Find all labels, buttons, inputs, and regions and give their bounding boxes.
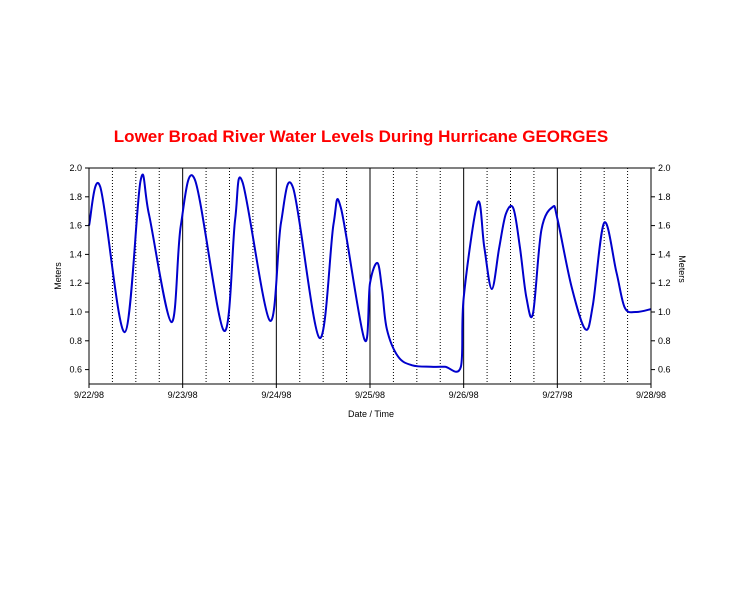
left-y-tick-label: 1.4 (69, 249, 82, 259)
left-y-tick-label: 1.8 (69, 192, 82, 202)
left-y-tick-label: 1.2 (69, 278, 82, 288)
right-y-tick-label: 1.6 (658, 221, 671, 231)
chart-title: Lower Broad River Water Levels During Hu… (114, 127, 608, 146)
right-y-tick-label: 2.0 (658, 163, 671, 173)
y-axis-label-right: Meters (677, 255, 687, 283)
x-tick-label: 9/24/98 (261, 390, 291, 400)
left-y-tick-label: 2.0 (69, 163, 82, 173)
left-y-tick-label: 0.6 (69, 365, 82, 375)
right-y-tick-label: 0.6 (658, 365, 671, 375)
right-y-tick-label: 1.2 (658, 278, 671, 288)
x-tick-label: 9/22/98 (74, 390, 104, 400)
left-y-axis: 0.6 0.8 1.0 1.2 1.4 1.6 1.8 2.0 (69, 163, 89, 375)
right-y-axis: 0.6 0.8 1.0 1.2 1.4 1.6 1.8 2.0 (651, 163, 671, 375)
right-y-tick-label: 1.4 (658, 249, 671, 259)
right-y-tick-label: 0.8 (658, 336, 671, 346)
x-tick-label: 9/25/98 (355, 390, 385, 400)
x-tick-label: 9/26/98 (449, 390, 479, 400)
x-tick-label: 9/27/98 (542, 390, 572, 400)
right-y-tick-label: 1.0 (658, 307, 671, 317)
right-y-tick-label: 1.8 (658, 192, 671, 202)
x-tick-label: 9/23/98 (168, 390, 198, 400)
water-level-line (88, 173, 652, 373)
left-y-tick-label: 0.8 (69, 336, 82, 346)
x-axis-label: Date / Time (348, 409, 394, 419)
y-axis-label-left: Meters (53, 262, 63, 290)
left-y-tick-label: 1.6 (69, 221, 82, 231)
series-layer (88, 173, 652, 373)
left-y-tick-label: 1.0 (69, 307, 82, 317)
grid-lines (111, 168, 629, 384)
x-tick-label: 9/28/98 (636, 390, 666, 400)
x-axis: 9/22/98 9/23/98 9/24/98 9/25/98 9/26/98 9/27/… (74, 384, 666, 400)
